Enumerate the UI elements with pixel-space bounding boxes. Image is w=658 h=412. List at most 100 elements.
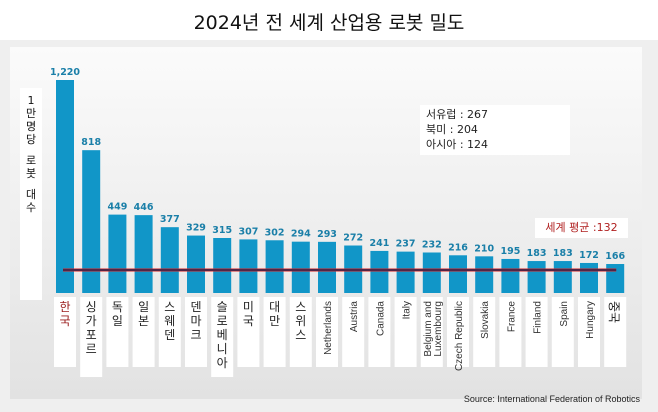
value-label: 449 <box>107 202 127 213</box>
bar-10 <box>318 241 336 293</box>
category-label: 스 <box>295 300 306 314</box>
regional-line-north-america: 북미 : 204 <box>426 123 478 136</box>
category-label-bg <box>289 297 312 367</box>
value-label: 1,220 <box>50 67 80 78</box>
category-label: 스 <box>164 300 175 314</box>
category-label: Finland <box>533 301 544 334</box>
value-label: 293 <box>317 229 337 240</box>
category-label-bg <box>80 297 103 377</box>
value-label: 307 <box>238 226 258 237</box>
category-label-bg <box>499 297 522 367</box>
bar-2 <box>108 214 127 293</box>
category-label: Belgium and <box>423 301 434 357</box>
category-label: 국 <box>243 314 254 328</box>
category-label: Italy <box>402 301 413 319</box>
value-label: 172 <box>579 250 599 261</box>
category-label-bg <box>578 297 600 367</box>
category-label: 국 <box>59 314 70 328</box>
bar-9 <box>291 241 310 293</box>
value-label: 216 <box>448 242 468 253</box>
value-label: 446 <box>134 202 154 213</box>
category-label: 포 <box>86 328 97 342</box>
source-note: Source: International Federation of Robo… <box>463 394 640 404</box>
category-label-bg <box>132 297 155 367</box>
category-label: 본 <box>138 314 149 328</box>
value-label: 329 <box>186 223 206 234</box>
category-label: 덴 <box>190 300 201 314</box>
y-axis-label-char: 봇 <box>25 167 37 180</box>
category-label: 만 <box>269 314 280 328</box>
value-label: 210 <box>474 243 494 254</box>
category-label-bg <box>447 297 469 367</box>
bar-20 <box>580 262 598 293</box>
y-axis-label-char: 수 <box>25 201 37 214</box>
bar-14 <box>422 252 441 293</box>
category-label-bg <box>211 297 234 377</box>
bar-16 <box>475 256 494 293</box>
value-label: 818 <box>81 137 101 148</box>
value-label: 195 <box>500 246 520 257</box>
regional-line-asia: 아시아 : 124 <box>426 138 489 151</box>
regional-averages-box: 서유럽 : 267 북미 : 204 아시아 : 124 <box>420 105 570 155</box>
value-label: 315 <box>212 225 232 236</box>
category-label-bg <box>473 297 496 367</box>
category-label: 한 <box>59 300 70 314</box>
world-average-label: 세계 평균 :132 <box>535 218 628 238</box>
bar-0 <box>56 80 74 293</box>
category-label-bg <box>263 297 286 367</box>
category-label: France <box>506 301 517 333</box>
category-label: Luxembourg <box>433 301 444 357</box>
value-label: 166 <box>605 251 625 262</box>
bar-1 <box>82 150 101 293</box>
category-label: Canada <box>375 301 386 336</box>
bar-3 <box>134 215 153 293</box>
bar-4 <box>160 227 179 293</box>
value-label: 302 <box>265 227 285 238</box>
category-label-bg <box>551 297 574 367</box>
category-label: 미 <box>243 300 254 314</box>
value-label: 241 <box>369 238 389 249</box>
bar-18 <box>527 261 546 293</box>
category-label-bg <box>342 297 365 367</box>
category-label-bg <box>316 297 338 367</box>
bar-15 <box>449 255 467 293</box>
bar-6 <box>213 238 232 293</box>
category-label: Netherlands <box>323 301 334 355</box>
bar-5 <box>187 235 205 293</box>
value-label: 232 <box>422 239 442 250</box>
category-label: 슬 <box>217 300 228 314</box>
value-label: 272 <box>343 233 363 244</box>
category-label: 로 <box>217 314 228 328</box>
value-label: 183 <box>553 248 573 259</box>
category-label: Spain <box>559 301 570 327</box>
value-label: 294 <box>291 229 311 240</box>
category-label-bg <box>394 297 417 367</box>
category-label: Austria <box>349 301 360 333</box>
category-label: 독 <box>112 300 123 314</box>
value-label: 237 <box>396 239 416 250</box>
category-label-bg <box>158 297 181 367</box>
bar-21 <box>606 264 625 293</box>
y-axis-label-char: 명 <box>25 120 37 133</box>
bar-7 <box>239 239 258 293</box>
value-label: 183 <box>527 248 547 259</box>
y-axis-label-char: 만 <box>25 107 37 120</box>
y-axis-label-char: 당 <box>25 133 37 146</box>
category-label-bg <box>185 297 207 367</box>
category-label-bg <box>368 297 391 367</box>
category-label: Slovakia <box>480 301 491 339</box>
y-axis-label-char: 로 <box>25 154 37 167</box>
y-axis-label-char: 대 <box>25 188 37 201</box>
category-label-bg <box>525 297 548 367</box>
category-label-bg <box>604 297 627 367</box>
category-label-bg <box>237 297 260 367</box>
category-label: 중국 <box>607 301 621 323</box>
bar-17 <box>501 258 520 293</box>
category-label: 르 <box>86 342 97 356</box>
category-label: 가 <box>86 314 97 328</box>
category-label-bg <box>106 297 129 367</box>
y-axis-label-char: 1 <box>27 94 35 107</box>
category-label: 아 <box>217 356 228 370</box>
